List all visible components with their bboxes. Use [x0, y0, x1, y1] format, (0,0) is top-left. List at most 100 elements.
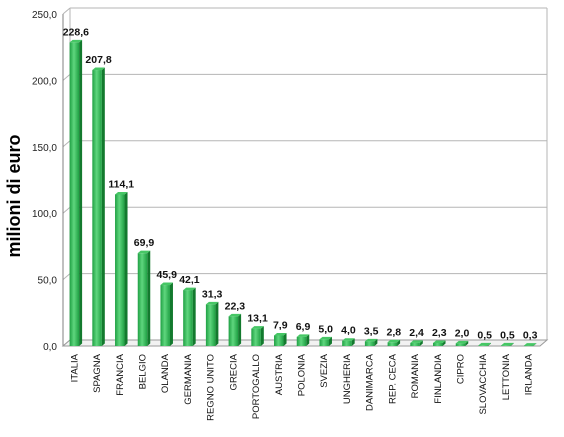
y-axis-title: milioni di euro — [4, 134, 24, 257]
bar-side — [374, 338, 378, 346]
data-label: 5,0 — [318, 323, 333, 335]
data-label: 0,5 — [477, 329, 492, 341]
data-label: 69,9 — [134, 237, 155, 249]
bar-top — [523, 343, 537, 346]
y-tick-label: 0,0 — [43, 342, 57, 353]
data-label: 2,4 — [409, 327, 424, 339]
bar — [228, 316, 239, 346]
bar-side — [306, 334, 310, 346]
data-label: 6,9 — [296, 321, 311, 333]
data-label: 2,3 — [432, 327, 447, 339]
bar — [183, 290, 193, 346]
bar-side — [328, 336, 332, 346]
bar-side — [283, 333, 287, 346]
bar — [69, 42, 80, 347]
bar-side — [215, 301, 219, 346]
y-tick-label: 200,0 — [32, 76, 57, 87]
bar-top — [296, 334, 310, 337]
bar-top — [251, 326, 264, 329]
gridline-side — [62, 273, 71, 280]
axes — [61, 8, 549, 347]
x-tick-label: OLANDA — [160, 353, 171, 393]
data-label: 114,1 — [108, 178, 134, 190]
bar — [433, 342, 443, 346]
data-label: 2,8 — [387, 326, 402, 338]
bar-top — [228, 313, 242, 317]
labels: 0,0 50,0 100,0 150,0 200,0 250,0 228,6 ITALIA 20… — [32, 10, 538, 421]
bar-side — [351, 338, 355, 346]
bar-side — [101, 67, 105, 347]
bar-top — [92, 67, 105, 71]
x-tick-label: AUSTRIA — [274, 353, 285, 395]
bar-top — [160, 282, 173, 286]
x-tick-label: UNGHERIA — [342, 353, 353, 404]
bar-side — [124, 191, 128, 346]
gridline-side — [62, 7, 71, 15]
bar-top — [410, 340, 423, 343]
bar-side — [442, 340, 446, 346]
bar-top — [342, 338, 355, 341]
data-label: 228,6 — [63, 26, 89, 38]
bar — [478, 345, 488, 346]
data-label: 42,1 — [179, 274, 200, 286]
bar — [92, 70, 102, 347]
x-tick-label: SLOVACCHIA — [478, 353, 489, 414]
bar — [115, 194, 125, 346]
data-label: 45,9 — [156, 269, 177, 281]
bar — [137, 253, 148, 346]
data-label: 2,0 — [455, 327, 470, 339]
x-tick-label: FINLANDIA — [433, 353, 444, 403]
data-label: 207,8 — [85, 54, 111, 66]
bar — [205, 304, 216, 346]
bar-side — [192, 287, 196, 346]
bar-top — [137, 250, 151, 254]
bar-side — [465, 340, 469, 346]
bar — [410, 342, 420, 346]
data-label: 0,3 — [523, 330, 538, 342]
grid-lines — [62, 7, 547, 347]
data-label: 7,9 — [273, 320, 288, 332]
bar-side — [533, 343, 537, 346]
bar-side — [487, 342, 491, 346]
bar — [251, 328, 261, 346]
x-tick-label: GRECIA — [228, 353, 239, 390]
data-label: 3,5 — [364, 325, 379, 337]
bar-side — [419, 340, 423, 346]
bar — [296, 336, 307, 346]
bar-top — [274, 333, 287, 336]
x-tick-label: SPAGNA — [92, 353, 103, 393]
gridline-side — [62, 206, 71, 214]
bar-side — [147, 250, 151, 346]
x-tick-label: DANIMARCA — [365, 353, 376, 411]
bar-side — [510, 342, 514, 346]
bar-top — [364, 338, 378, 342]
bar-side — [260, 326, 264, 346]
x-tick-label: FRANCIA — [115, 353, 126, 395]
y-tick-label: 100,0 — [32, 209, 57, 220]
bar-top — [115, 191, 128, 195]
bar-side — [79, 39, 83, 347]
y-tick-label: 50,0 — [38, 276, 58, 287]
x-tick-label: PORTOGALLO — [251, 354, 262, 419]
x-tick-label: SVEZIA — [319, 353, 330, 387]
bar-top — [433, 340, 446, 343]
x-tick-label: POLONIA — [297, 353, 308, 396]
bar — [342, 340, 352, 346]
bar — [387, 342, 398, 346]
y-tick-label: 250,0 — [32, 10, 57, 21]
bar — [523, 345, 534, 347]
bar-side — [238, 313, 242, 346]
bar-top — [387, 339, 401, 343]
bar-top — [501, 342, 514, 346]
x-tick-label: IRLANDA — [524, 353, 535, 395]
x-tick-label: REGNO UNITO — [206, 354, 217, 421]
data-label: 13,1 — [247, 313, 268, 325]
bar-top — [205, 301, 219, 305]
bar — [319, 339, 329, 346]
bar-top — [183, 287, 196, 291]
bar — [501, 345, 511, 346]
bar — [455, 343, 466, 346]
bar-side — [169, 282, 173, 346]
